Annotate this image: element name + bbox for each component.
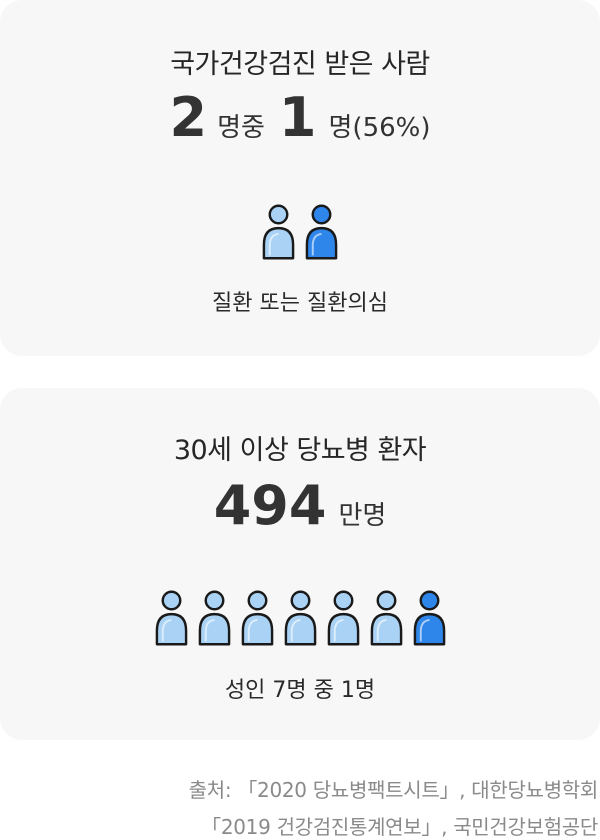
person-icon — [284, 590, 316, 646]
card-caption: 질환 또는 질환의심 — [212, 291, 388, 316]
person-icon — [370, 590, 402, 646]
source-line-1: 출처: 「2020 당뇨병팩트시트」, 대한당뇨병학회 — [188, 778, 599, 802]
source-line-2: 「2019 건강검진통계연보」, 국민건강보험공단 — [201, 815, 598, 839]
people-row — [0, 588, 600, 648]
people-row — [0, 202, 600, 262]
stat-unit-total: 명중 — [217, 113, 265, 143]
card-caption: 성인 7명 중 1명 — [224, 678, 376, 703]
person-icon — [413, 590, 445, 646]
stat-unit: 만명 — [338, 501, 387, 531]
stat-value: 2 명중 1 명(56%) — [0, 86, 600, 149]
person-icon — [327, 590, 359, 646]
person-icon — [198, 590, 230, 646]
stat-number-total: 2 — [169, 86, 208, 149]
stat-value: 494 만명 — [0, 474, 600, 537]
stat-number-part: 1 — [278, 86, 317, 149]
card-title: 30세 이상 당뇨병 환자 — [173, 435, 427, 466]
person-icon — [155, 590, 187, 646]
person-icon — [262, 204, 295, 260]
person-icon — [241, 590, 273, 646]
stat-unit-part: 명(56%) — [328, 113, 431, 143]
card-title: 국가건강검진 받은 사람 — [170, 49, 430, 80]
stat-card-diabetes — [0, 388, 600, 740]
stat-number: 494 — [213, 474, 327, 537]
stat-card-health-checkup: 국가건강검진 받은 사람 2 명중 1 명(56%) 질환 또는 질환의심 — [0, 0, 600, 356]
person-icon — [305, 204, 338, 260]
